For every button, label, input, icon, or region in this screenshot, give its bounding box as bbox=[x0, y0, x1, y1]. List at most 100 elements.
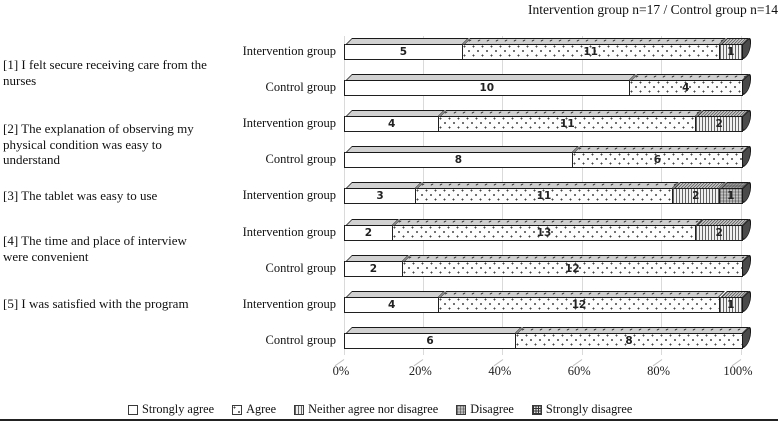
legend-label: Disagree bbox=[470, 402, 514, 416]
x-axis-label: 60% bbox=[567, 364, 591, 378]
bar-row: Control group 8 6 bbox=[266, 152, 743, 169]
bar-segment-sa: 4 bbox=[345, 297, 439, 312]
stacked-bar: 10 4 bbox=[344, 80, 743, 97]
segment-value: 6 bbox=[426, 334, 434, 347]
chart-title: Intervention group n=17 / Control group … bbox=[528, 2, 778, 17]
bar-row: Intervention group 3 11 2 1 bbox=[243, 188, 743, 205]
bar-segment-sa: 4 bbox=[345, 117, 439, 132]
x-axis-label: 80% bbox=[647, 364, 671, 378]
bar-segment-sa: 2 bbox=[345, 225, 392, 240]
legend-swatch-sd-icon bbox=[531, 404, 542, 415]
bar-segment-n: 1 bbox=[718, 45, 742, 59]
bar-row: Control group 6 8 bbox=[266, 332, 743, 349]
group-label: Intervention group bbox=[242, 296, 336, 311]
bar-row: Intervention group 4 11 2 bbox=[243, 116, 743, 133]
stacked-bar: 5 11 1 bbox=[344, 44, 743, 60]
bar-segment-d: 1 bbox=[718, 189, 742, 204]
group-label: Control group bbox=[265, 80, 336, 95]
bar-segment-a: 8 bbox=[515, 333, 742, 348]
legend-swatch-a-icon bbox=[232, 404, 243, 415]
segment-value: 12 bbox=[571, 298, 587, 311]
x-axis-label: 100% bbox=[723, 364, 753, 378]
segment-value: 1 bbox=[727, 190, 735, 203]
bar-segment-sa: 10 bbox=[345, 81, 629, 96]
segment-value: 2 bbox=[715, 226, 723, 239]
bar-segment-n: 2 bbox=[695, 117, 742, 132]
x-axis-label: 0% bbox=[332, 364, 350, 378]
plot-area: 0% 20% 40% 60% 80% 100% Intervention group 5 11 1… bbox=[243, 36, 753, 378]
question-label: [3] The tablet was easy to use bbox=[3, 188, 158, 203]
segment-value: 8 bbox=[625, 334, 633, 347]
bar-row: Intervention group 4 12 1 bbox=[243, 296, 743, 313]
bar-segment-a: 4 bbox=[628, 81, 742, 96]
segment-value: 2 bbox=[715, 118, 723, 131]
legend-swatch-d-icon bbox=[456, 404, 467, 415]
bar-row: Intervention group 2 13 2 bbox=[243, 224, 743, 241]
bar-segment-n: 2 bbox=[671, 189, 719, 204]
legend-item-d: Disagree bbox=[456, 402, 514, 417]
group-label: Control group bbox=[265, 152, 336, 167]
legend-item-n: Neither agree nor disagree bbox=[294, 402, 438, 417]
question-label: [4] The time and place of interview were… bbox=[3, 233, 187, 264]
question-label: [1] I felt secure receiving care from th… bbox=[3, 57, 207, 88]
bar-segment-a: 12 bbox=[401, 261, 742, 276]
bar-segment-a: 11 bbox=[438, 117, 696, 132]
segment-value: 12 bbox=[565, 262, 580, 275]
segment-value: 13 bbox=[536, 226, 552, 239]
segment-value: 11 bbox=[536, 190, 552, 203]
bar-segment-a: 11 bbox=[415, 189, 672, 204]
segment-value: 5 bbox=[399, 46, 408, 58]
segment-value: 11 bbox=[560, 118, 575, 131]
legend-item-sa: Strongly agree bbox=[128, 402, 214, 417]
segment-value: 10 bbox=[479, 82, 495, 95]
legend: Strongly agree Agree Neither agree nor dis… bbox=[128, 402, 632, 417]
question-label: [5] I was satisfied with the program bbox=[3, 296, 189, 311]
x-axis-label: 20% bbox=[408, 364, 432, 378]
legend-label: Strongly agree bbox=[142, 402, 215, 416]
segment-value: 11 bbox=[583, 46, 598, 58]
bar-segment-a: 12 bbox=[438, 297, 719, 312]
x-axis-label: 40% bbox=[488, 364, 512, 378]
bar-row: Control group 10 4 bbox=[266, 80, 743, 97]
segment-value: 3 bbox=[376, 190, 384, 203]
legend-item-sd: Strongly disagree bbox=[531, 402, 633, 417]
bar-segment-a: 11 bbox=[461, 45, 719, 59]
bar-segment-sa: 5 bbox=[345, 45, 462, 59]
legend-label: Neither agree nor disagree bbox=[308, 402, 439, 416]
segment-value: 2 bbox=[364, 226, 372, 239]
group-label: Control group bbox=[265, 332, 336, 347]
segment-value: 8 bbox=[454, 154, 463, 167]
legend-label: Agree bbox=[246, 402, 277, 416]
figure-bottom-border bbox=[0, 419, 778, 421]
segment-value: 4 bbox=[388, 118, 396, 131]
bar-row: Control group 2 12 bbox=[266, 260, 743, 277]
bar-segment-a: 6 bbox=[571, 153, 742, 168]
group-label: Intervention group bbox=[242, 188, 336, 203]
bar-segment-sa: 8 bbox=[345, 153, 572, 168]
legend-item-a: Agree bbox=[232, 402, 276, 417]
question-label: [2] The explanation of observing my phys… bbox=[3, 121, 194, 167]
stacked-bar: 2 12 bbox=[344, 260, 743, 277]
segment-value: 2 bbox=[692, 190, 700, 203]
segment-value: 6 bbox=[653, 154, 662, 167]
bar-segment-sa: 3 bbox=[345, 189, 416, 204]
segment-value: 1 bbox=[727, 298, 735, 311]
stacked-bar: 2 13 2 bbox=[344, 224, 743, 241]
stacked-bar: 4 12 1 bbox=[344, 296, 743, 313]
legend-swatch-sa-icon bbox=[128, 404, 138, 415]
bar-row: Intervention group 5 11 1 bbox=[243, 44, 743, 60]
legend-swatch-n-icon bbox=[294, 404, 305, 415]
legend-label: Strongly disagree bbox=[545, 402, 633, 416]
group-label: Intervention group bbox=[242, 44, 336, 58]
segment-value: 1 bbox=[727, 46, 735, 58]
stacked-bar: 3 11 2 1 bbox=[344, 188, 743, 205]
group-label: Control group bbox=[265, 260, 336, 275]
segment-value: 4 bbox=[388, 298, 396, 311]
group-label: Intervention group bbox=[242, 224, 336, 239]
group-label: Intervention group bbox=[242, 116, 336, 131]
bar-segment-n: 1 bbox=[718, 297, 742, 312]
bar-segment-a: 13 bbox=[391, 225, 696, 240]
